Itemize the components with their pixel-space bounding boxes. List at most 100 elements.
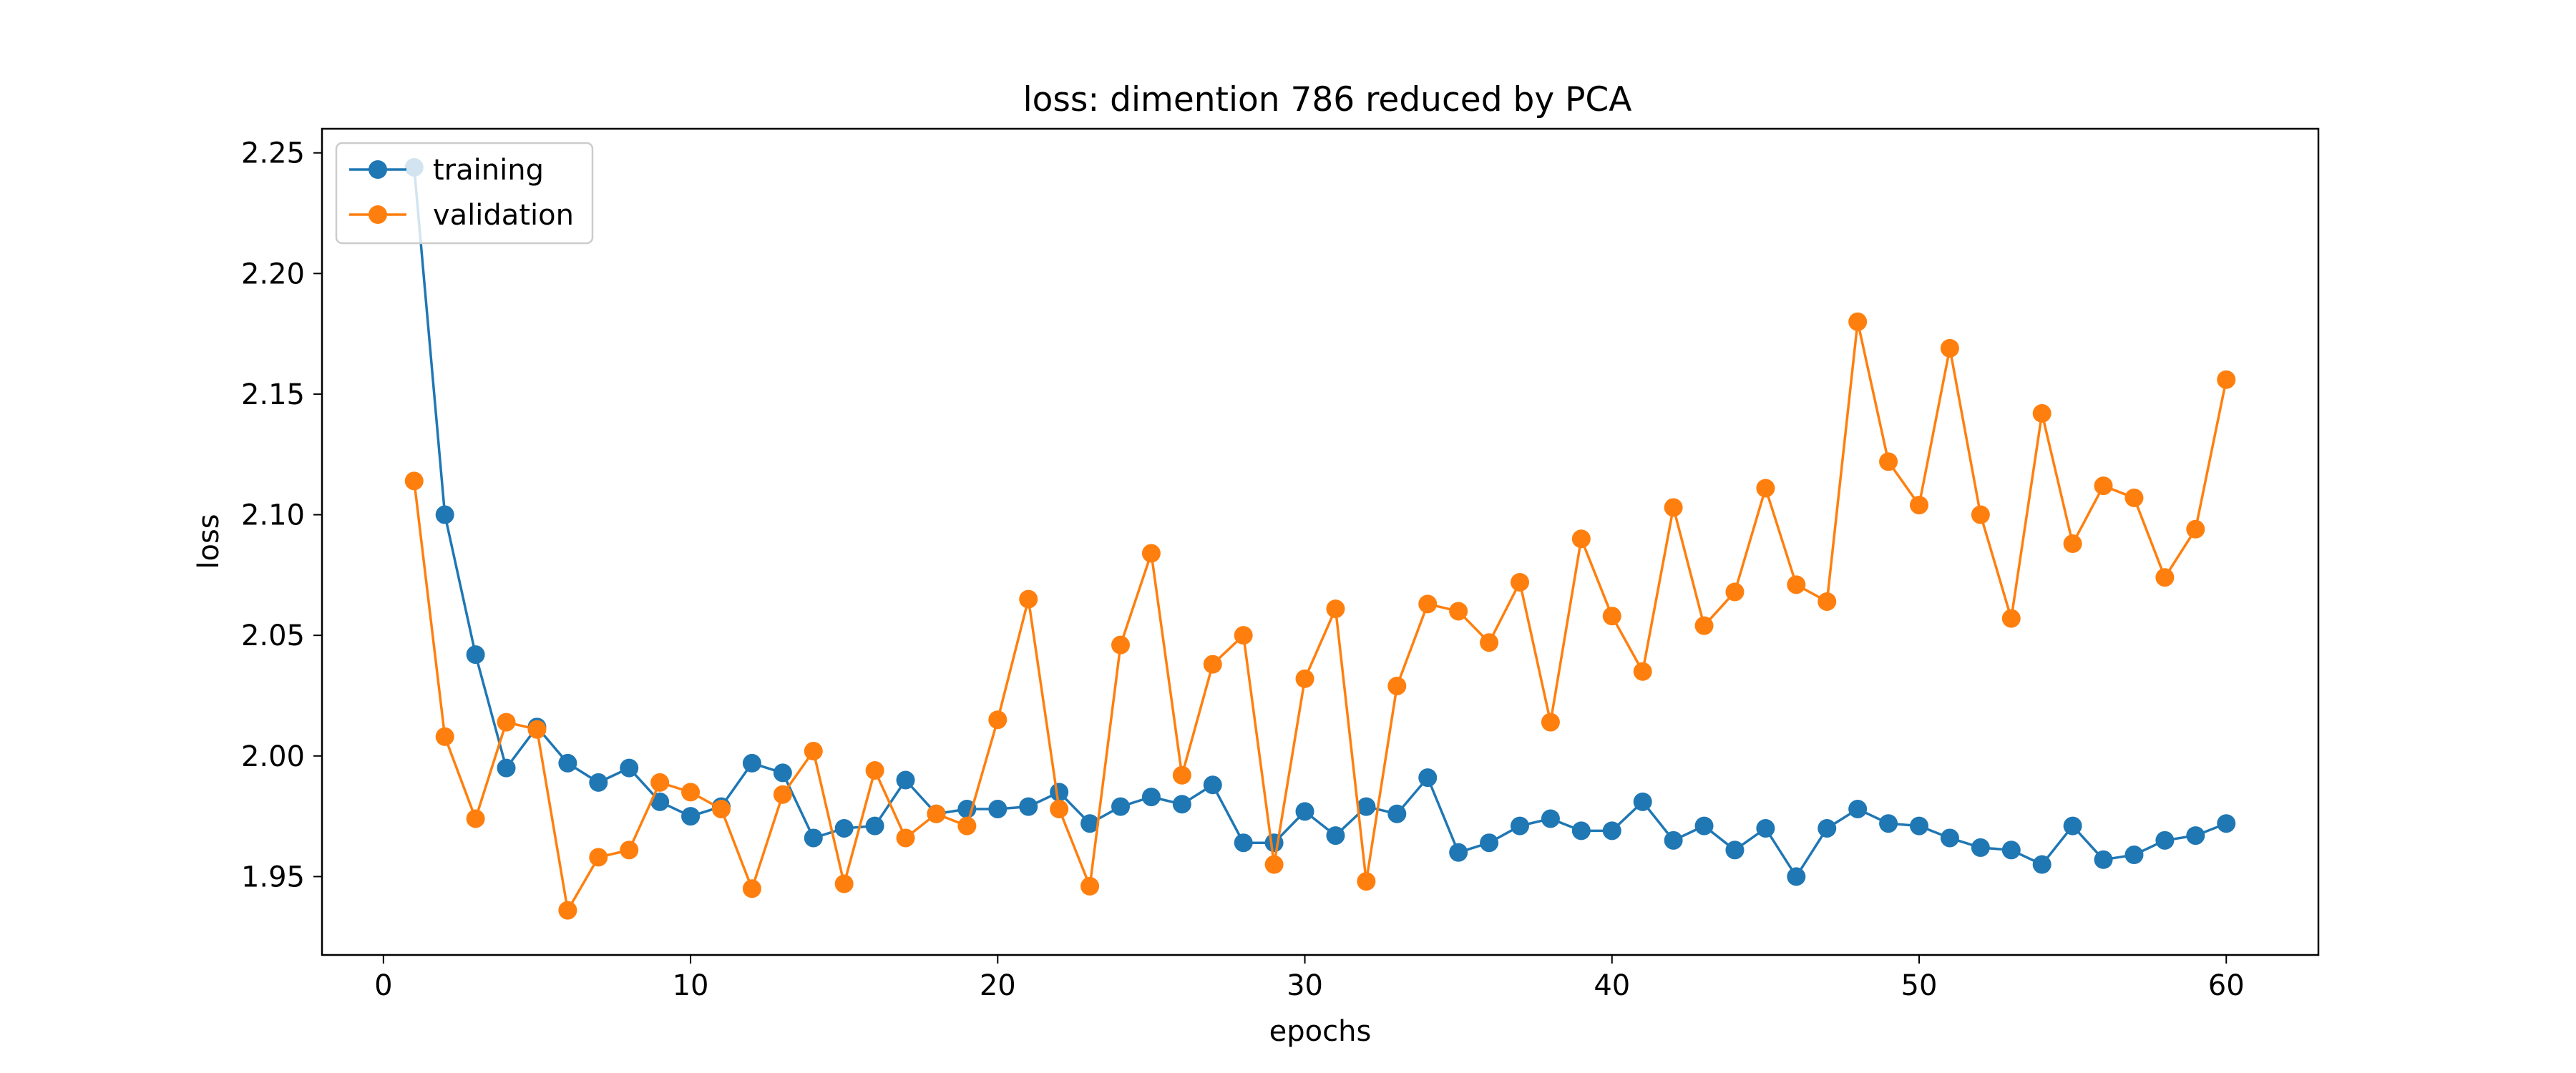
x-tick-label: 60: [2208, 969, 2245, 1002]
data-point-validation: [681, 783, 701, 802]
data-point-validation: [1080, 876, 1100, 896]
data-point-validation: [773, 785, 792, 804]
data-point-validation: [2063, 534, 2082, 554]
data-point-training: [1234, 833, 1253, 853]
data-point-validation: [1633, 662, 1652, 681]
data-point-training: [1694, 816, 1714, 836]
data-point-validation: [1111, 635, 1130, 655]
data-point-training: [896, 770, 915, 790]
data-point-validation: [1141, 544, 1161, 563]
data-point-training: [681, 807, 701, 826]
data-point-training: [804, 828, 823, 848]
plot-area: [404, 157, 2236, 920]
data-point-validation: [589, 848, 608, 867]
data-point-training: [497, 758, 516, 778]
y-tick-label: 2.00: [241, 740, 305, 773]
y-tick-label: 2.05: [241, 619, 305, 652]
data-point-validation: [497, 712, 516, 732]
data-point-training: [1080, 814, 1100, 833]
data-point-validation: [1541, 712, 1560, 732]
data-point-training: [466, 645, 485, 665]
plot-frame: [321, 127, 2320, 956]
data-point-validation: [1050, 799, 1069, 818]
data-point-training: [1511, 816, 1529, 836]
data-point-training: [1480, 833, 1499, 853]
x-axis-title: epochs: [1269, 1015, 1372, 1048]
data-point-validation: [527, 720, 547, 739]
data-point-training: [1357, 797, 1376, 816]
data-point-training: [1756, 818, 1775, 838]
x-tick-label: 10: [673, 969, 709, 1002]
data-point-validation: [1480, 633, 1499, 652]
data-point-validation: [466, 809, 485, 828]
data-point-validation: [2032, 403, 2051, 423]
legend-marker-training: [369, 160, 387, 179]
data-point-validation: [558, 901, 577, 920]
data-point-validation: [1019, 589, 1038, 609]
data-point-training: [1019, 797, 1038, 816]
y-tick-label: 2.10: [241, 499, 305, 532]
data-point-training: [1818, 818, 1837, 838]
data-point-training: [589, 773, 608, 792]
data-point-training: [2124, 846, 2144, 865]
data-point-training: [1725, 841, 1745, 860]
data-point-validation: [1295, 669, 1314, 688]
data-point-training: [2063, 816, 2082, 836]
legend-label-training: training: [433, 154, 544, 187]
data-point-training: [2186, 826, 2205, 846]
series-line-training: [413, 167, 2227, 879]
data-point-validation: [1203, 655, 1222, 674]
x-tick-label: 30: [1287, 969, 1323, 1002]
data-point-training: [1664, 831, 1683, 850]
data-point-training: [1295, 802, 1314, 821]
data-point-training: [834, 818, 854, 838]
data-point-validation: [650, 773, 670, 792]
data-point-validation: [1787, 575, 1806, 594]
data-point-validation: [1234, 626, 1253, 645]
data-point-validation: [1602, 607, 1621, 626]
data-point-training: [1571, 821, 1591, 841]
data-point-training: [1541, 809, 1560, 828]
data-point-training: [1879, 814, 1898, 833]
data-point-training: [2217, 814, 2236, 833]
data-point-validation: [896, 828, 915, 848]
x-tick-label: 40: [1594, 969, 1630, 1002]
legend-marker-validation: [369, 205, 387, 224]
data-point-validation: [712, 799, 731, 818]
data-point-validation: [1664, 498, 1683, 517]
data-point-training: [2094, 850, 2113, 869]
data-point-training: [1172, 795, 1191, 814]
data-point-training: [1971, 838, 1990, 857]
data-point-training: [1602, 821, 1621, 841]
data-point-validation: [1571, 529, 1591, 549]
data-point-validation: [1848, 312, 1868, 331]
data-point-validation: [2094, 476, 2113, 496]
data-point-validation: [865, 761, 884, 780]
data-point-training: [1940, 828, 1959, 848]
data-point-training: [1203, 775, 1222, 795]
data-point-training: [1111, 797, 1130, 816]
data-point-validation: [1756, 479, 1775, 498]
data-point-training: [2001, 841, 2021, 860]
data-point-validation: [1511, 572, 1529, 592]
data-point-validation: [2155, 568, 2175, 587]
data-point-validation: [404, 471, 424, 491]
data-point-validation: [1387, 676, 1407, 695]
data-point-validation: [927, 804, 946, 823]
data-point-validation: [1326, 599, 1345, 619]
data-point-validation: [988, 710, 1008, 730]
data-point-validation: [1357, 872, 1376, 891]
data-point-validation: [1449, 602, 1468, 621]
data-point-validation: [2001, 609, 2021, 628]
data-point-training: [558, 753, 577, 773]
data-point-training: [1418, 768, 1438, 788]
y-tick-label: 2.20: [241, 258, 305, 290]
data-point-training: [1449, 843, 1468, 862]
x-tick-label: 0: [374, 969, 392, 1002]
data-point-training: [1050, 783, 1069, 802]
data-point-validation: [1172, 765, 1191, 785]
data-point-validation: [1879, 452, 1898, 471]
data-point-training: [1848, 799, 1868, 818]
x-tick-label: 50: [1901, 969, 1938, 1002]
